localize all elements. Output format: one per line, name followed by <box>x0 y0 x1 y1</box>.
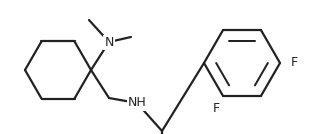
Text: F: F <box>212 102 219 115</box>
Text: NH: NH <box>127 96 146 109</box>
Text: F: F <box>290 57 297 70</box>
Text: N: N <box>104 36 114 49</box>
